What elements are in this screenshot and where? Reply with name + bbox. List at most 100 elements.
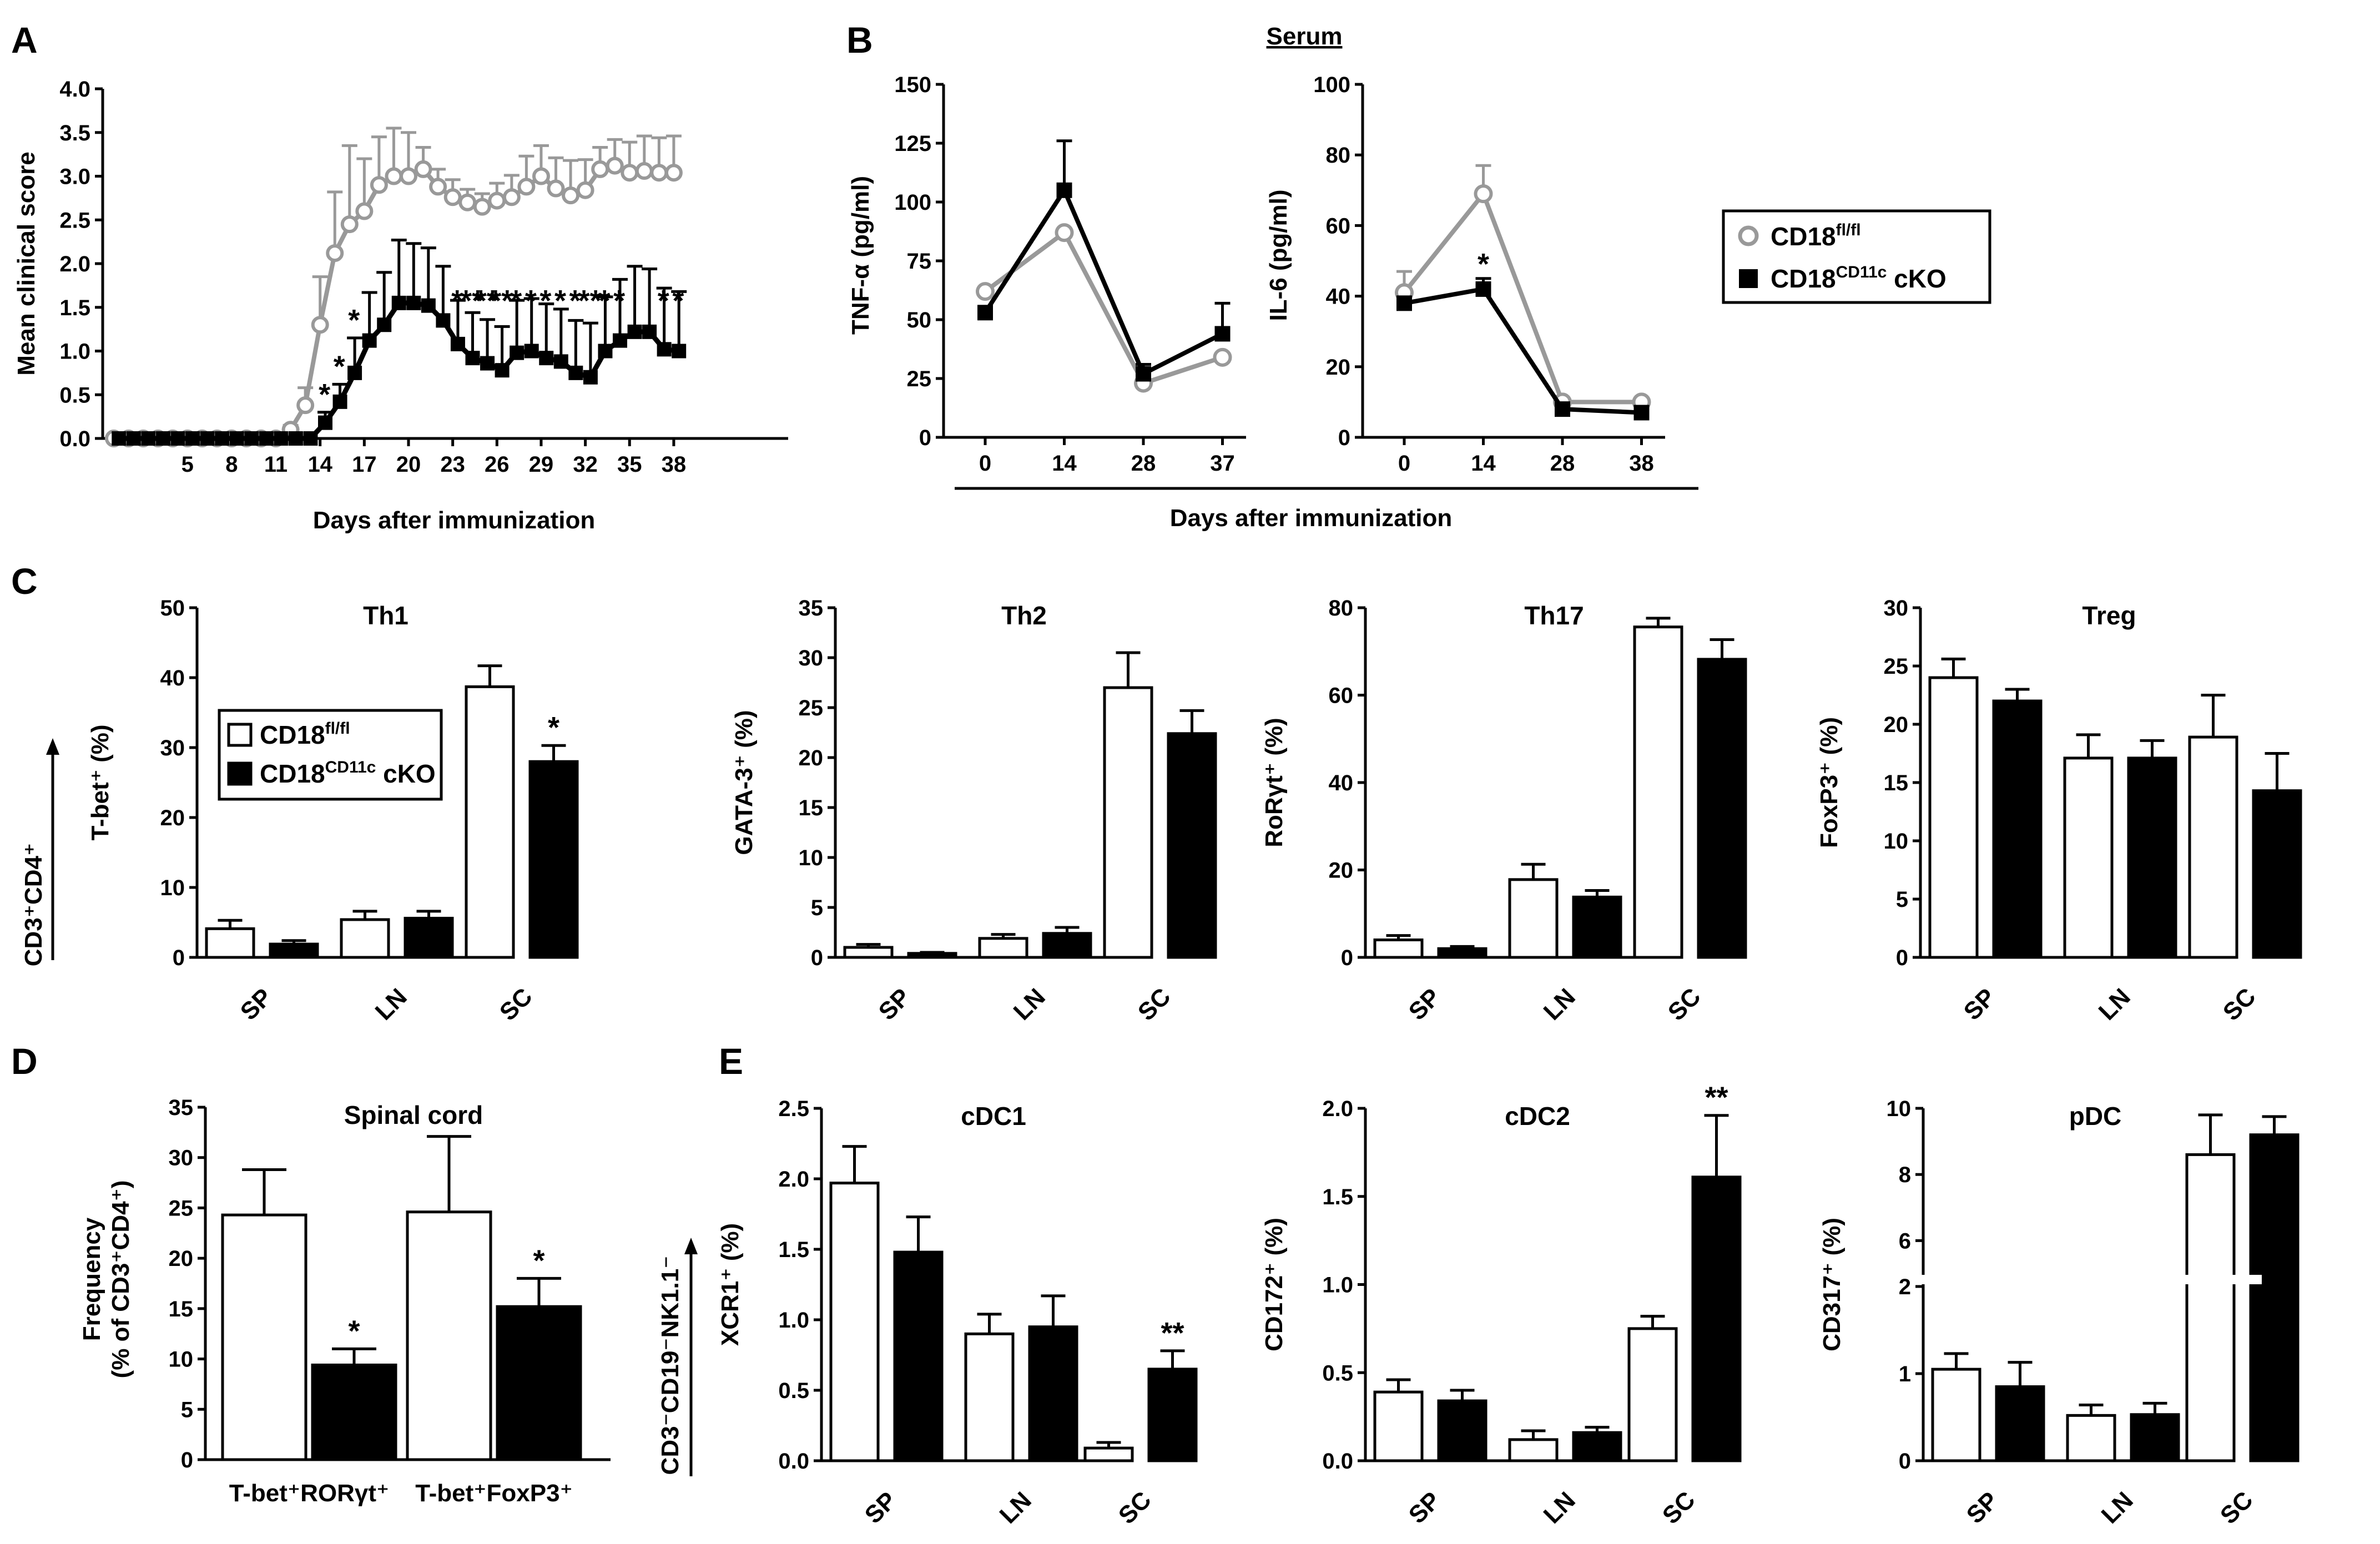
panel-e2-bar-ko	[1691, 1175, 1742, 1462]
panel-a-series-1-point	[465, 351, 480, 366]
panel-a-significance: *	[525, 284, 537, 317]
panel-e3-bar-ko	[1995, 1385, 2045, 1462]
panel-a-series-0-point	[458, 193, 477, 211]
panel-e2-bar-wt	[1373, 1390, 1424, 1462]
panel-letter-d: D	[11, 1041, 38, 1082]
panel-c2-ytick-label: 20	[799, 746, 824, 770]
panel-a-series-0-point	[576, 181, 594, 199]
panel-a-ytick-label: 1.0	[59, 340, 90, 364]
panel-b-charts: Serum TNF-α (pg/ml) IL-6 (pg/ml) Days af…	[847, 23, 1698, 532]
panel-e2-xtick-label: SP	[1404, 1487, 1446, 1529]
panel-e1-ylabel: XCR1⁺ (%)	[717, 1223, 744, 1346]
panel-a-series-1-point	[510, 345, 525, 360]
panel-b2-series-1-point	[1475, 281, 1491, 297]
panel-a-series-1-point	[568, 365, 583, 380]
panel-b1-ytick-label: 100	[894, 190, 931, 215]
panel-c1-title: Th1	[363, 601, 409, 630]
panel-b1-series-1-point	[1056, 182, 1072, 198]
panel-a-series-1-point	[215, 431, 230, 446]
panel-e1-xtick-label: SC	[1113, 1486, 1157, 1530]
panel-b1-ytick-label: 125	[894, 132, 931, 156]
panel-a-series-1-point	[391, 295, 406, 310]
panel-c4-ytick-label: 5	[1896, 887, 1908, 912]
panel-e2-bar-wt	[1627, 1327, 1678, 1462]
panel-d-ytick-label: 5	[181, 1397, 193, 1422]
panel-a-ytick-label: 2.5	[59, 208, 90, 233]
panel-e2-bar-ko	[1437, 1399, 1488, 1462]
panel-a-series-0-point	[547, 179, 565, 198]
legend-line-wt-label: CD18fl/fl	[1771, 221, 1861, 251]
panel-e1-xtick-label: SP	[860, 1487, 902, 1529]
panel-e3-ytick-label: 8	[1899, 1163, 1911, 1187]
panel-e2-title: cDC2	[1505, 1102, 1570, 1131]
panel-c2-xtick-label: SP	[874, 983, 916, 1026]
panel-e1-bar-wt	[964, 1332, 1015, 1462]
panel-c3-bar-wt	[1633, 625, 1683, 959]
panel-a-series-1-point	[598, 344, 613, 359]
panel-b1-series-0-point	[976, 282, 995, 301]
panel-c4-bar-ko	[2127, 756, 2177, 959]
panel-a-significance: **	[460, 284, 483, 317]
panel-e2-xtick-label: LN	[1539, 1487, 1581, 1529]
panel-a-series-0-point	[311, 316, 329, 334]
panel-a-series-0-point	[340, 215, 359, 234]
panel-b1-ytick-label: 25	[907, 367, 932, 391]
panel-b1-series-1-point	[1214, 326, 1231, 342]
panel-d-ylabel-2: (% of CD3⁺CD4⁺)	[107, 1180, 134, 1379]
panel-e-group-arrowhead	[684, 1238, 698, 1254]
panel-b1-ytick-label: 0	[919, 426, 931, 450]
panel-a-series-0-point	[326, 244, 344, 263]
legend-line-ko-text: CD18	[1771, 264, 1836, 293]
panel-c3-xtick-label: LN	[1539, 983, 1581, 1026]
panel-a-series-1-point	[229, 431, 244, 446]
panel-c4-xtick-label: SP	[1959, 983, 2001, 1026]
panel-c1-significance: *	[548, 711, 559, 744]
panel-e1-bar-wt	[1083, 1446, 1134, 1462]
panel-a-series-1-point	[421, 298, 436, 313]
panel-a-series-1-point	[672, 344, 687, 359]
panel-b-title: Serum	[1267, 23, 1343, 50]
panel-e1-ytick-label: 2.5	[778, 1097, 809, 1121]
panel-e1-bar-wt	[829, 1182, 880, 1462]
panel-a-ytick-label: 0.0	[59, 427, 90, 451]
panel-a-series-0-point	[400, 167, 417, 185]
panel-c1-bar-wt	[465, 685, 515, 959]
legend-bar-ko-swatch	[227, 761, 253, 786]
panel-e3-ytick-label: 1	[1899, 1362, 1911, 1386]
panel-a-ytick-label: 4.0	[59, 77, 90, 102]
panel-b1-ytick-label: 75	[907, 249, 932, 274]
panel-c1-bar-wt	[340, 918, 390, 959]
panel-a-series-0-point	[385, 167, 403, 185]
panel-c4-xtick-label: LN	[2094, 983, 2136, 1026]
panel-c3-xtick-label: SC	[1663, 983, 1706, 1026]
panel-b1-series-0-point	[1213, 347, 1232, 367]
panel-letter-e: E	[719, 1041, 743, 1082]
panel-a-series-1-point	[436, 313, 451, 328]
panel-d-ytick-label: 20	[169, 1247, 194, 1271]
legend-bar: CD18fl/fl CD18CD11c cKO	[218, 709, 443, 801]
panel-c4-xtick-label: SC	[2218, 983, 2261, 1026]
panel-c4-ytick-label: 10	[1884, 829, 1909, 854]
panel-c2-ylabel: GATA-3⁺ (%)	[730, 710, 758, 855]
panel-e1-xtick-label: LN	[995, 1487, 1037, 1529]
panel-d-ytick-label: 35	[169, 1096, 194, 1120]
panel-d-significance: *	[533, 1244, 544, 1277]
panel-a-series-0-point	[296, 396, 315, 415]
panel-e2-bar-ko	[1572, 1431, 1622, 1462]
panel-e1-title: cDC1	[961, 1102, 1026, 1131]
panel-b1-ytick-label: 50	[907, 308, 932, 332]
panel-c2-ytick-label: 25	[799, 696, 824, 720]
panel-e3-bar-ko	[2249, 1133, 2300, 1462]
panel-c1-bar-wt	[205, 927, 255, 959]
panel-b-xlabel: Days after immunization	[1170, 504, 1453, 532]
panel-c3-bar-ko	[1437, 947, 1488, 959]
panel-c3-ytick-label: 80	[1329, 596, 1354, 620]
panel-c4-ytick-label: 20	[1884, 713, 1909, 737]
panel-c2-ytick-label: 15	[799, 796, 824, 820]
panel-a-ytick-label: 0.5	[59, 383, 90, 407]
legend-line-wt-sup: fl/fl	[1836, 221, 1861, 239]
panel-e2-bar-wt	[1508, 1438, 1559, 1462]
panel-e2-xtick-label: SC	[1657, 1486, 1701, 1530]
panel-e2-ytick-label: 1.0	[1322, 1273, 1353, 1298]
panel-b1-xtick-label: 28	[1131, 451, 1156, 476]
